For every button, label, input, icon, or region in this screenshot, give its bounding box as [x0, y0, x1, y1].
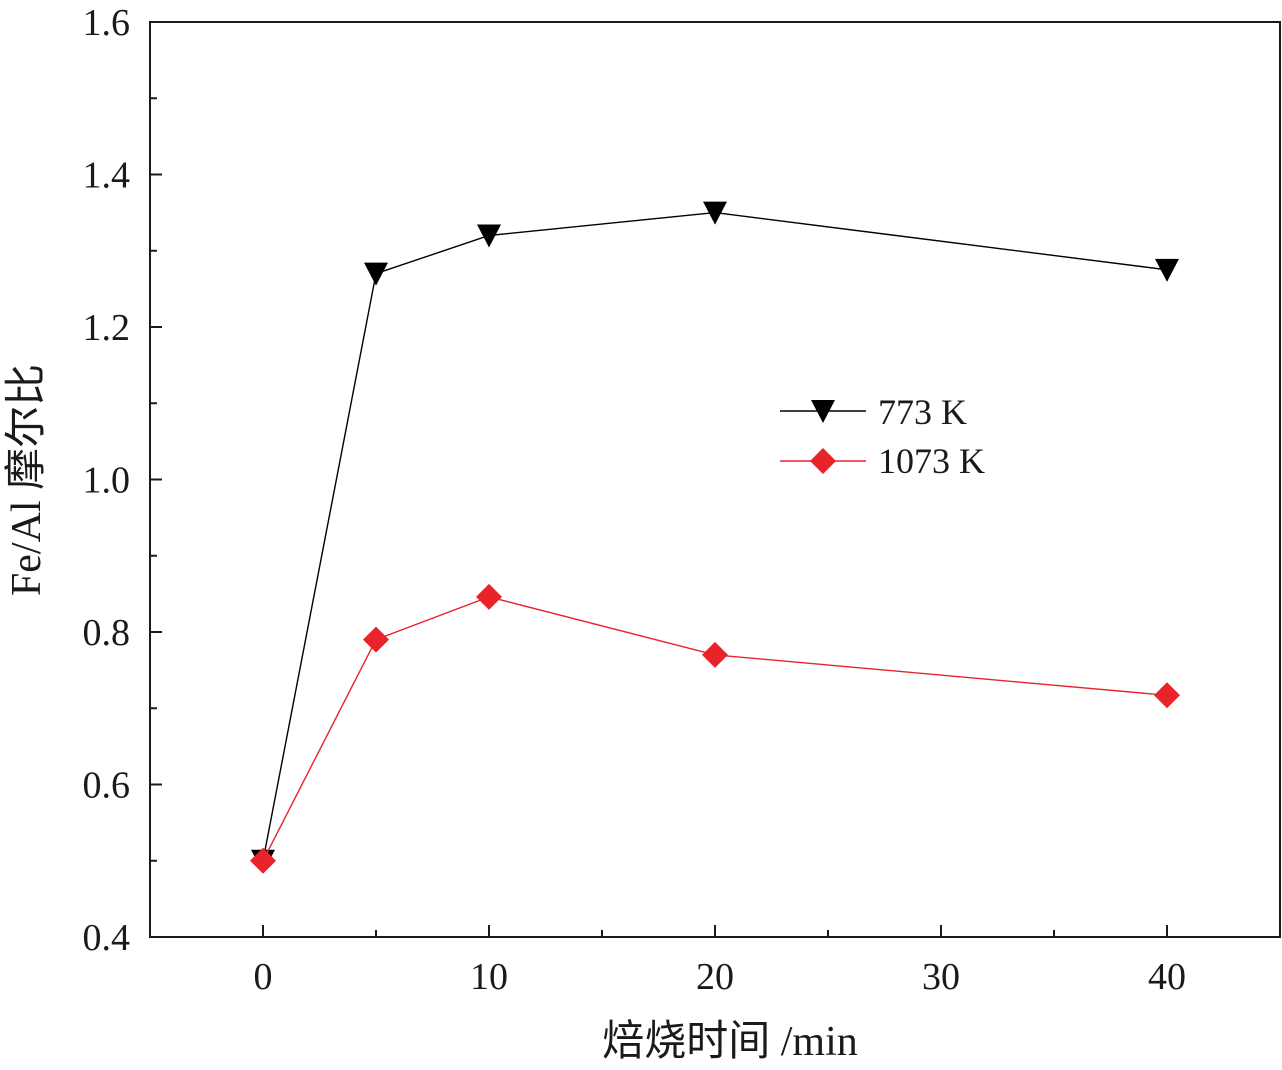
series-1-point-4 — [1154, 682, 1180, 709]
series-line-1 — [262, 596, 1168, 862]
y-tick-label: 1.2 — [83, 307, 131, 349]
y-tick-label: 0.4 — [83, 917, 131, 959]
x-tick-label: 0 — [254, 956, 273, 998]
series-0-point-4 — [1155, 258, 1179, 282]
legend-item-1073k: 1073 K — [780, 441, 985, 481]
series-1-point-2 — [476, 583, 502, 610]
legend: 773 K 1073 K — [780, 392, 985, 481]
plot-frame — [149, 21, 1281, 938]
legend-marker-triangle-down-icon — [811, 400, 835, 423]
y-tick-label: 1.6 — [83, 2, 131, 44]
series-0-point-1 — [364, 262, 388, 286]
x-axis-ticks: 0 10 20 30 40 — [254, 925, 1281, 998]
y-tick-label: 1.4 — [83, 155, 131, 197]
legend-item-773k: 773 K — [780, 392, 967, 432]
y-axis-title: Fe/Al 摩尔比 — [3, 364, 50, 596]
y-tick-label: 0.8 — [83, 612, 131, 654]
series-line-0 — [262, 211, 1168, 861]
series-1-point-1 — [363, 626, 389, 653]
legend-label-773k: 773 K — [878, 392, 967, 432]
x-tick-label: 20 — [696, 956, 734, 998]
series-0-point-2 — [477, 224, 501, 248]
x-tick-label: 40 — [1148, 956, 1186, 998]
series-1-point-0 — [250, 847, 276, 874]
y-tick-label: 0.6 — [83, 765, 131, 807]
legend-label-1073k: 1073 K — [878, 441, 985, 481]
legend-marker-diamond-icon — [810, 448, 836, 474]
series-0-point-3 — [703, 201, 727, 225]
x-axis-title: 焙烧时间 /min — [602, 1018, 858, 1065]
y-tick-label: 1.0 — [83, 460, 131, 502]
series-1-point-3 — [702, 641, 728, 668]
y-axis-ticks: 0.4 0.6 0.8 1.0 1.2 1.4 1.6 — [83, 2, 162, 959]
series-layer — [250, 201, 1180, 874]
x-tick-label: 30 — [922, 956, 960, 998]
x-tick-label: 10 — [470, 956, 508, 998]
